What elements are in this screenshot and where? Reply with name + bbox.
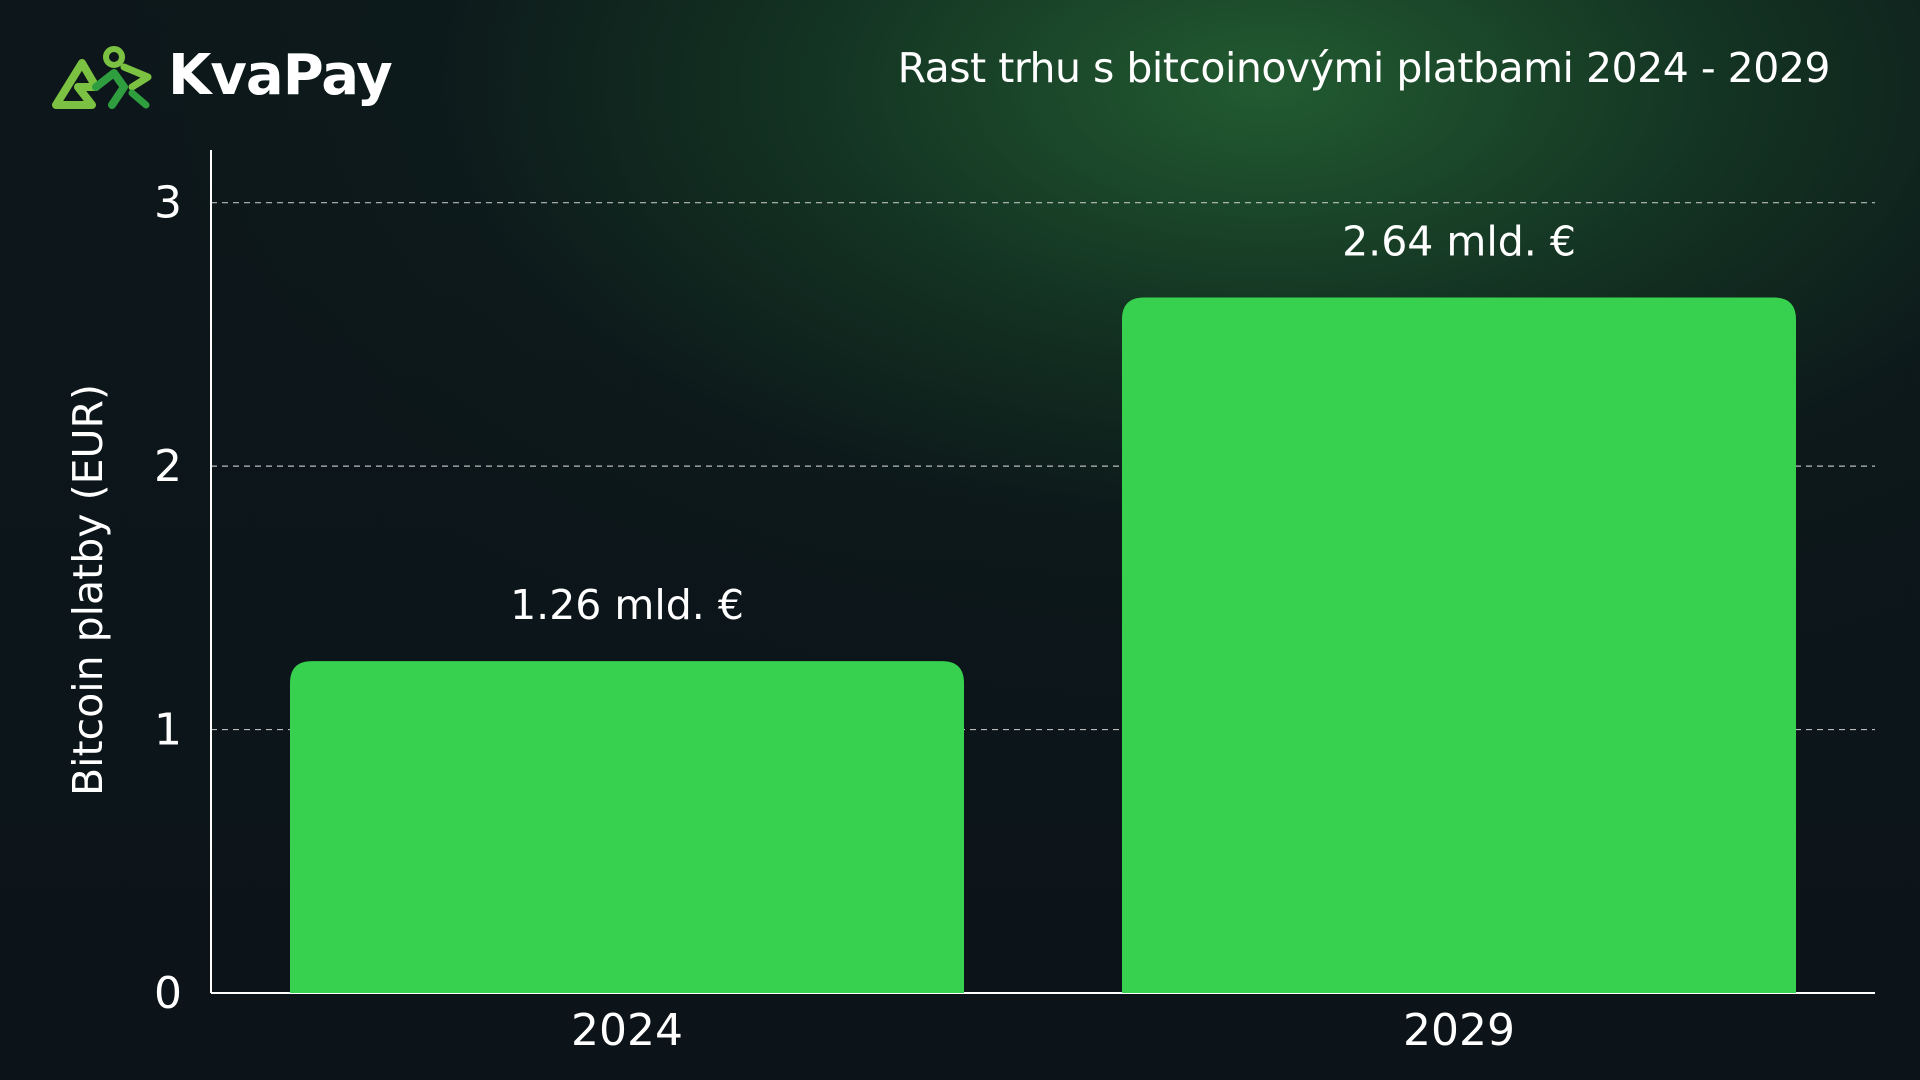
bar-2024 xyxy=(290,661,964,993)
y-tick-label: 0 xyxy=(154,968,182,1019)
brand-logo: KvaPay xyxy=(52,40,393,112)
frog-logo-icon xyxy=(52,46,152,109)
y-tick-label: 2 xyxy=(154,441,182,492)
y-tick-label: 3 xyxy=(154,178,182,229)
data-label-2024: 1.26 mld. € xyxy=(510,581,744,629)
bar-2029 xyxy=(1122,297,1796,993)
brand-name: KvaPay xyxy=(168,43,393,108)
x-tick-label-2024: 2024 xyxy=(571,1005,683,1056)
y-tick-label: 1 xyxy=(154,705,182,756)
y-axis-title: Bitcoin platby (EUR) xyxy=(64,384,112,796)
x-tick-label-2029: 2029 xyxy=(1403,1005,1515,1056)
data-label-2029: 2.64 mld. € xyxy=(1342,218,1576,266)
chart-title: Rast trhu s bitcoinovými platbami 2024 -… xyxy=(897,44,1831,92)
